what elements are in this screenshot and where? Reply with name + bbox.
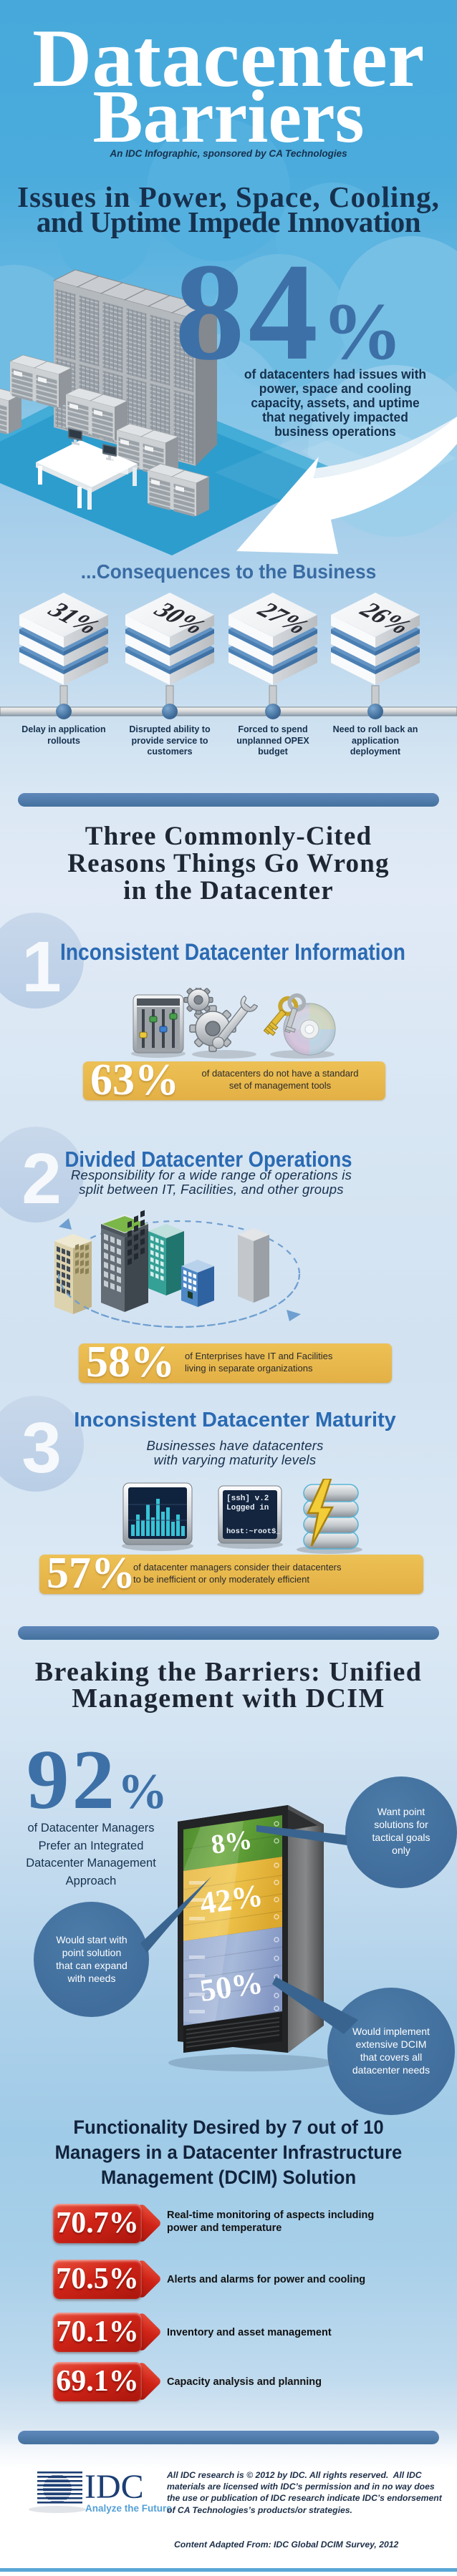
svg-text:Analyze the Future: Analyze the Future — [85, 2503, 172, 2514]
svg-text:8%: 8% — [209, 1824, 254, 1860]
svg-text:[ssh] v.2: [ssh] v.2 — [226, 1494, 269, 1503]
svg-text:host:~root$_: host:~root$_ — [226, 1527, 281, 1536]
svg-text:42%: 42% — [198, 1877, 265, 1921]
svg-text:Logged in: Logged in — [226, 1504, 269, 1512]
svg-text:IDC: IDC — [85, 2468, 144, 2506]
svg-text:50%: 50% — [198, 1965, 265, 2008]
